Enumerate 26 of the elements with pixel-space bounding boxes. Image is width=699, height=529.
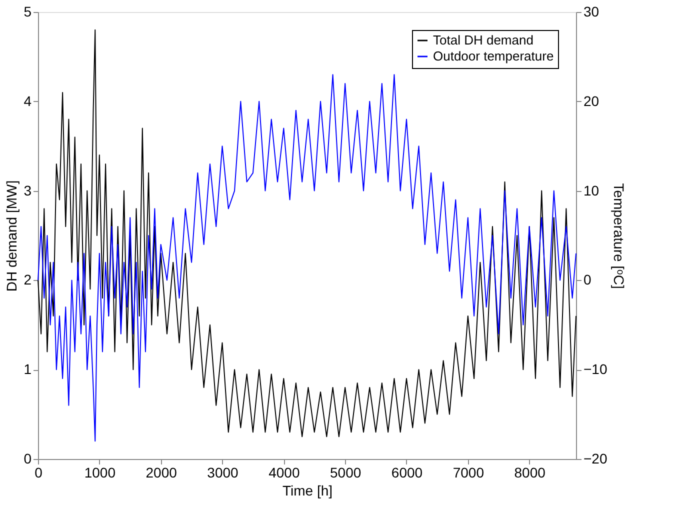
x-tick-label: 5000 <box>330 464 362 480</box>
y2-tick-label: 0 <box>584 272 592 288</box>
x-tick-label: 2000 <box>146 464 178 480</box>
legend-label: Total DH demand <box>433 32 534 48</box>
y2-tick-label: 10 <box>584 182 600 198</box>
x-tick-label: 7000 <box>452 464 484 480</box>
y2-axis-title: Temperature [ᵒC] <box>611 183 628 289</box>
y-axis-title: DH demand [MW] <box>4 180 20 292</box>
x-tick-label: 8000 <box>514 464 546 480</box>
y-tick-label: 4 <box>24 92 32 109</box>
y2-tick-label: −10 <box>584 361 608 378</box>
y-tick-label: 5 <box>24 4 32 20</box>
legend-label: Outdoor temperature <box>433 48 554 64</box>
y2-tick-label: 20 <box>584 92 600 109</box>
y-tick-label: 0 <box>24 450 32 466</box>
x-tick-label: 1000 <box>84 464 116 480</box>
y2-tick-label: 30 <box>584 4 600 20</box>
x-tick-label: 3000 <box>207 464 239 480</box>
x-axis-title: Time [h] <box>282 482 333 498</box>
y-tick-label: 1 <box>24 361 32 378</box>
x-tick-label: 0 <box>34 464 43 480</box>
y-tick-label: 3 <box>24 182 32 198</box>
x-tick-label: 6000 <box>391 464 423 480</box>
y2-tick-label: −20 <box>584 450 608 466</box>
x-tick-label: 4000 <box>268 464 300 480</box>
y-tick-label: 2 <box>24 272 32 288</box>
